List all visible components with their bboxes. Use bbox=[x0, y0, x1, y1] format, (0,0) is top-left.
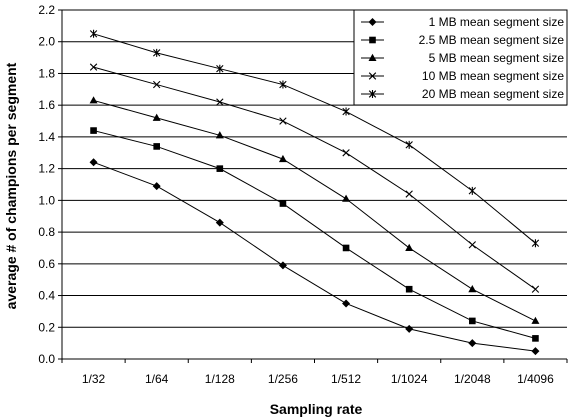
data-point bbox=[278, 154, 287, 163]
data-point bbox=[468, 241, 477, 249]
data-point bbox=[342, 299, 351, 308]
data-point bbox=[531, 285, 540, 293]
data-point bbox=[152, 182, 161, 191]
x-tick-labels: 1/32 1/64 1/128 1/256 1/512 1/1024 1/2048 1/409… bbox=[82, 372, 554, 386]
x-tick-label: 1/4096 bbox=[517, 372, 554, 386]
data-point bbox=[215, 218, 224, 227]
x-tick-label: 1/1024 bbox=[391, 372, 428, 386]
y-tick-label: 1.4 bbox=[38, 130, 55, 144]
data-point bbox=[152, 48, 161, 57]
legend: 1 MB mean segment size 2.5 MB mean segmen… bbox=[353, 9, 568, 106]
y-tick-label: 0.2 bbox=[38, 320, 55, 334]
x-axis-title: Sampling rate bbox=[270, 401, 363, 417]
x-tick-label: 1/64 bbox=[145, 372, 169, 386]
legend-marker bbox=[369, 36, 376, 44]
data-series bbox=[89, 29, 540, 356]
series-2 bbox=[90, 127, 539, 342]
series-line bbox=[93, 99, 536, 322]
data-point bbox=[531, 347, 540, 356]
data-point bbox=[531, 316, 540, 324]
y-tick-label: 0.0 bbox=[38, 352, 55, 366]
legend-marker bbox=[368, 72, 377, 80]
series-line bbox=[93, 33, 536, 244]
series-4 bbox=[89, 63, 540, 293]
series-3 bbox=[89, 96, 540, 324]
legend-label: 20 MB mean segment size bbox=[422, 87, 564, 101]
y-tick-label: 0.4 bbox=[38, 289, 55, 303]
y-tick-label: 2.2 bbox=[38, 3, 55, 17]
data-point bbox=[405, 243, 414, 251]
data-point bbox=[216, 98, 224, 106]
data-point bbox=[153, 143, 160, 150]
legend-item: 10 MB mean segment size bbox=[361, 69, 564, 83]
legend-item: 5 MB mean segment size bbox=[361, 51, 564, 65]
data-point bbox=[468, 285, 477, 293]
x-tick-label: 1/256 bbox=[268, 372, 298, 386]
data-point bbox=[152, 113, 161, 121]
y-tick-labels: 0.0 0.2 0.4 0.6 0.8 1.0 1.2 1.4 1.6 1.8 2.0 2.2 bbox=[38, 3, 55, 366]
data-point bbox=[216, 165, 224, 172]
legend-item: 20 MB mean segment size bbox=[361, 87, 564, 101]
series-5 bbox=[89, 29, 540, 248]
legend-marker bbox=[368, 90, 377, 98]
data-point bbox=[405, 190, 413, 198]
y-tick-label: 2.0 bbox=[38, 35, 55, 49]
data-point bbox=[531, 239, 540, 248]
x-tick-label: 1/128 bbox=[205, 372, 235, 386]
legend-box bbox=[353, 9, 568, 106]
legend-label: 1 MB mean segment size bbox=[429, 15, 565, 29]
x-tick-label: 1/2048 bbox=[454, 372, 491, 386]
y-tick-label: 1.2 bbox=[38, 162, 55, 176]
data-point bbox=[90, 127, 97, 134]
data-point bbox=[279, 117, 287, 125]
data-point bbox=[89, 29, 98, 38]
x-tick-label: 1/512 bbox=[331, 372, 361, 386]
series-1 bbox=[89, 158, 540, 356]
data-point bbox=[89, 158, 98, 167]
legend-label: 2.5 MB mean segment size bbox=[419, 33, 565, 47]
data-point bbox=[279, 80, 287, 89]
data-point bbox=[342, 194, 351, 202]
axes bbox=[58, 9, 568, 363]
data-point bbox=[89, 96, 98, 104]
series-line bbox=[93, 130, 536, 339]
data-point bbox=[468, 186, 477, 195]
data-point bbox=[405, 285, 413, 293]
legend-marker bbox=[368, 18, 377, 26]
data-point bbox=[278, 261, 287, 270]
legend-label: 5 MB mean segment size bbox=[429, 51, 565, 65]
data-point bbox=[216, 64, 224, 73]
legend-label: 10 MB mean segment size bbox=[422, 69, 564, 83]
data-point bbox=[279, 200, 287, 207]
data-point bbox=[152, 80, 161, 89]
legend-item: 1 MB mean segment size bbox=[361, 15, 564, 29]
y-tick-label: 0.6 bbox=[38, 257, 55, 271]
data-point bbox=[89, 63, 98, 71]
legend-item: 2.5 MB mean segment size bbox=[361, 33, 564, 47]
data-point bbox=[215, 131, 224, 139]
data-point bbox=[532, 335, 539, 342]
y-tick-label: 0.8 bbox=[38, 225, 55, 239]
data-point bbox=[405, 140, 413, 149]
series-line bbox=[93, 66, 536, 290]
y-tick-label: 1.8 bbox=[38, 66, 55, 80]
x-tick-label: 1/32 bbox=[82, 372, 106, 386]
data-point bbox=[405, 324, 414, 333]
y-tick-label: 1.0 bbox=[38, 193, 55, 207]
y-axis-title: average # of champions per segment bbox=[3, 62, 19, 309]
legend-marker bbox=[368, 53, 377, 61]
data-point bbox=[468, 339, 477, 348]
data-point bbox=[342, 244, 350, 252]
data-point bbox=[342, 149, 350, 157]
series-line bbox=[93, 161, 536, 352]
data-point bbox=[342, 107, 350, 116]
y-tick-label: 1.6 bbox=[38, 98, 55, 112]
data-point bbox=[469, 317, 476, 325]
